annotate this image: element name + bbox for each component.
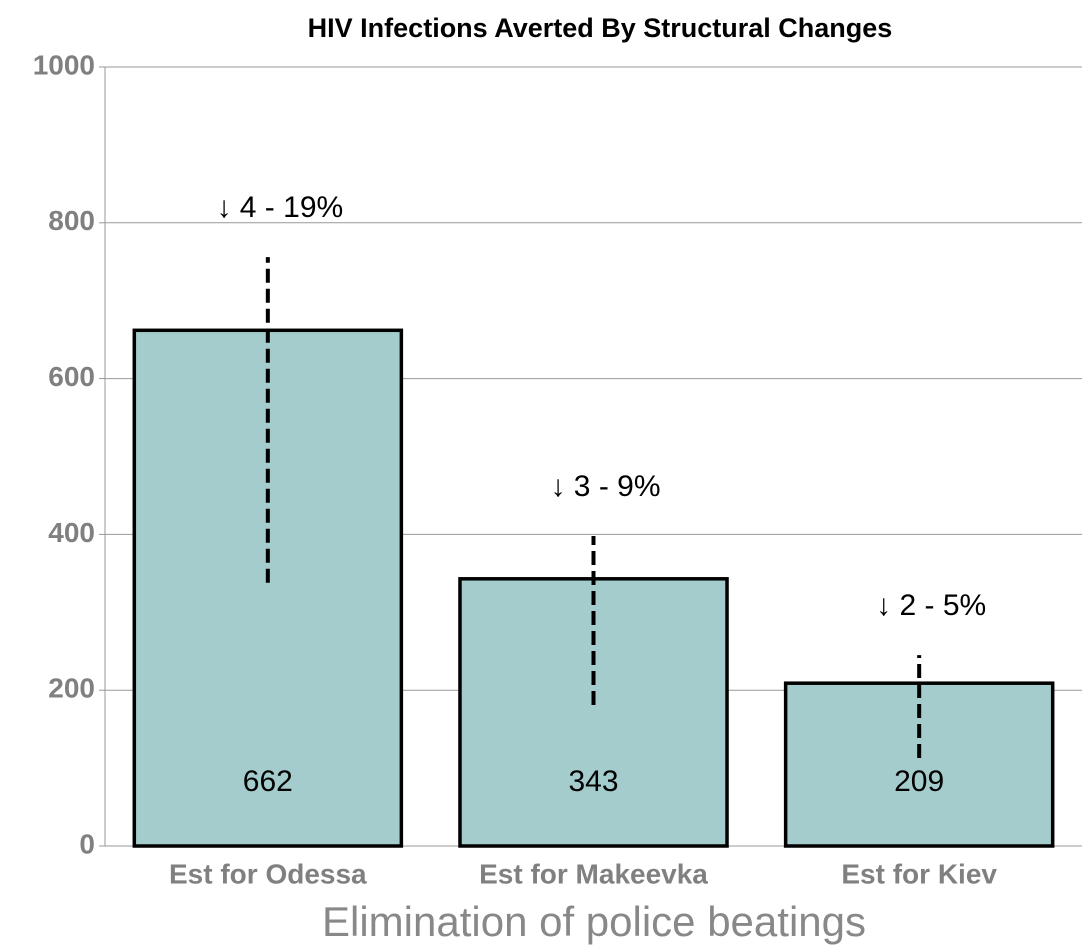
y-tick-label: 0 [79,828,95,859]
x-tick-label: Est for Makeevka [479,858,708,889]
x-tick-label: Est for Kiev [841,858,997,889]
value-label: 343 [568,765,618,798]
x-axis-label: Elimination of police beatings [322,898,866,945]
annotation: ↓ 3 - 9% [550,470,660,503]
y-tick-label: 400 [48,517,95,548]
value-label: 662 [243,765,293,798]
y-tick-label: 1000 [33,49,95,80]
annotation: ↓ 2 - 5% [876,589,986,622]
chart-title: HIV Infections Averted By Structural Cha… [308,13,893,43]
value-label: 209 [894,765,944,798]
y-tick-label: 600 [48,361,95,392]
x-tick-label: Est for Odessa [169,858,367,889]
y-tick-label: 200 [48,673,95,704]
annotation: ↓ 4 - 19% [216,191,343,224]
y-tick-label: 800 [48,205,95,236]
